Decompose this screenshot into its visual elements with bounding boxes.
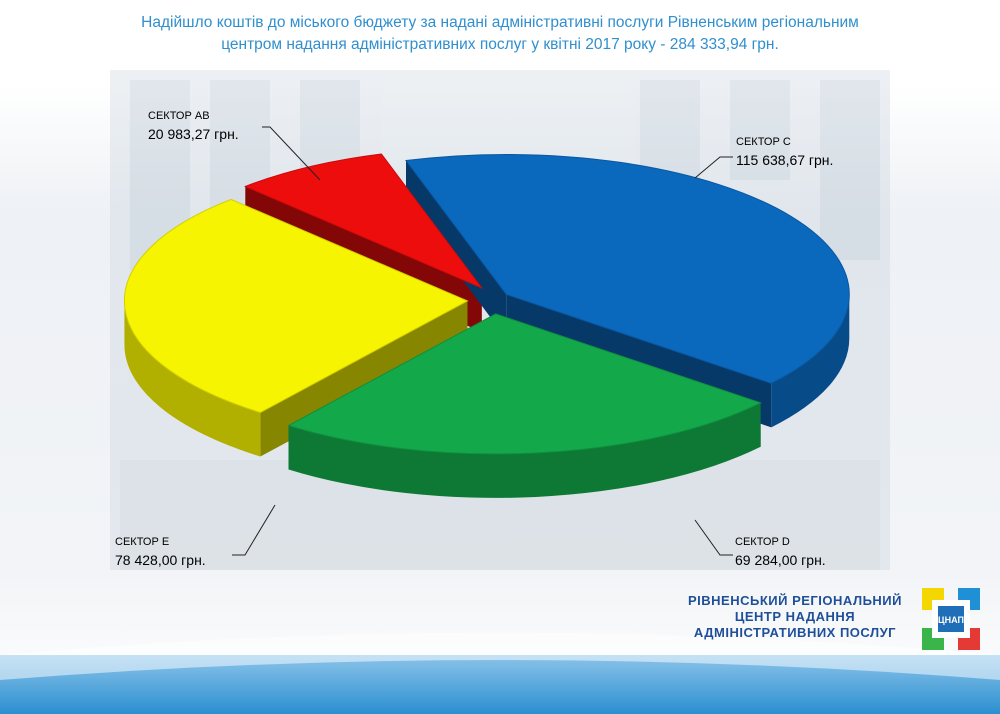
- slice-side-c: [771, 294, 850, 428]
- label-sector-d-name: СЕКТОР D: [735, 536, 790, 548]
- label-sector-c: СЕКТОР C 115 638,67 грн.: [736, 133, 833, 169]
- label-sector-c-value: 115 638,67 грн.: [736, 152, 834, 168]
- slice-e: [123, 198, 469, 414]
- label-sector-d: СЕКТОР D 69 284,00 грн.: [735, 533, 826, 569]
- leader-lines: [232, 126, 733, 556]
- organization-name-line-2: ЦЕНТР НАДАННЯ: [734, 609, 856, 624]
- pie-tops: [123, 153, 850, 455]
- svg-text:ЦНАП: ЦНАП: [938, 615, 964, 625]
- slice-ab: [243, 153, 484, 290]
- label-sector-ab-value: 20 983,27 грн.: [148, 126, 239, 142]
- leader-line-d: [694, 519, 733, 556]
- label-sector-ab-name: СЕКТОР AB: [148, 110, 210, 122]
- label-sector-d-value: 69 284,00 грн.: [735, 552, 826, 568]
- organization-name-line-3: АДМІНІСТРАТИВНИХ ПОСЛУГ: [693, 625, 897, 640]
- chart-title: Надійшло коштів до міського бюджету за н…: [40, 12, 960, 56]
- leader-line-ab: [262, 126, 321, 181]
- organization-name-line-1: РІВНЕНСЬКИЙ РЕГІОНАЛЬНИЙ: [688, 593, 902, 608]
- leader-line-c: [694, 156, 733, 179]
- label-sector-e-value: 78 428,00 грн.: [115, 552, 206, 568]
- chart-title-line-2: центром надання адміністративних послуг …: [221, 36, 779, 53]
- label-sector-e-name: СЕКТОР E: [115, 536, 170, 548]
- label-sector-ab: СЕКТОР AB 20 983,27 грн.: [148, 107, 239, 143]
- label-sector-e: СЕКТОР E 78 428,00 грн.: [115, 533, 206, 569]
- slice-d: [287, 313, 762, 455]
- slice-side-e: [124, 300, 261, 457]
- slice-cut-c-0: [406, 160, 507, 339]
- chart-title-line-1: Надійшло коштів до міського бюджету за н…: [141, 14, 859, 31]
- organization-name: РІВНЕНСЬКИЙ РЕГІОНАЛЬНИЙ ЦЕНТР НАДАННЯ А…: [672, 593, 918, 641]
- label-sector-c-name: СЕКТОР C: [736, 136, 791, 148]
- slice-c: [405, 153, 850, 384]
- slice-side-d: [288, 402, 761, 498]
- cnap-logo: ЦНАП: [922, 588, 980, 650]
- leader-line-e: [232, 504, 276, 556]
